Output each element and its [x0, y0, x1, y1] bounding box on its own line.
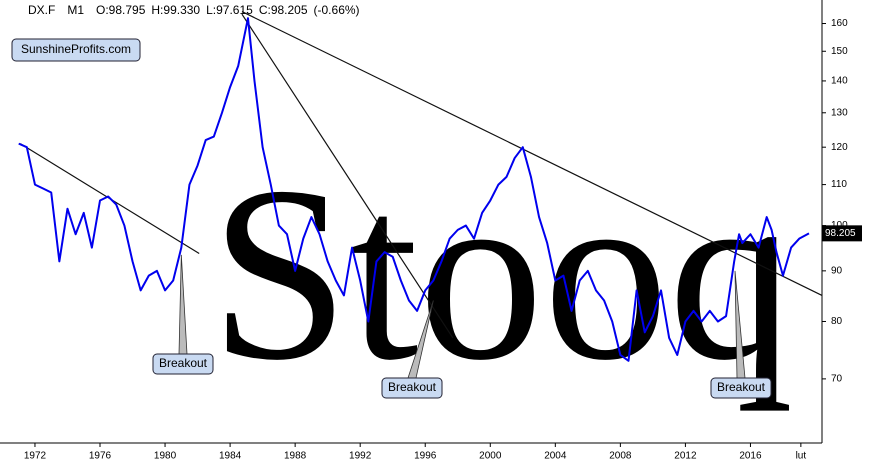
y-tick-label: 160	[831, 18, 848, 29]
x-tick-label: 2012	[674, 451, 697, 462]
header-item: O:98.795	[96, 3, 146, 17]
badge-box	[11, 38, 141, 62]
y-tick-label: 140	[831, 76, 848, 87]
x-tick-label: 1992	[349, 451, 372, 462]
y-tick-label: 130	[831, 107, 848, 118]
callout-label: Breakout	[717, 380, 766, 394]
last-value-label: 98.205	[825, 228, 856, 239]
callout-box	[381, 377, 443, 399]
header-item: L:97.615	[206, 3, 253, 17]
callout-box	[152, 353, 214, 375]
y-tick-label: 80	[831, 316, 843, 327]
callout-label: Breakout	[388, 380, 437, 394]
x-tick-label: 1972	[24, 451, 47, 462]
x-tick-label: 2016	[739, 451, 762, 462]
y-tick-label: 150	[831, 46, 848, 57]
header-item: H:99.330	[151, 3, 200, 17]
x-tick-label: 1984	[219, 451, 242, 462]
y-tick-label: 120	[831, 142, 848, 153]
x-tick-label: 1996	[414, 451, 437, 462]
x-tick-label: 2008	[609, 451, 632, 462]
price-line	[18, 17, 810, 362]
x-tick-label: 1988	[284, 451, 307, 462]
y-tick-label: 110	[831, 179, 847, 190]
y-tick-label: 70	[831, 374, 843, 385]
trendline	[241, 13, 454, 339]
header-item: DX.F	[28, 3, 55, 17]
callout-label: Breakout	[159, 356, 208, 370]
watermark: Stooq	[210, 135, 794, 412]
x-tick-label: 2000	[479, 451, 502, 462]
callout-pointer	[178, 254, 188, 355]
badge: SunshineProfits.com	[21, 42, 131, 56]
y-tick-label: 90	[831, 265, 843, 276]
x-tick-label: 1980	[154, 451, 177, 462]
x-tick-label: 1976	[89, 451, 112, 462]
x-tick-label: 2004	[544, 451, 567, 462]
last-value-tag	[822, 225, 862, 242]
header-item: M1	[67, 3, 84, 17]
header-item: C:98.205	[259, 3, 308, 17]
callout-box	[710, 377, 772, 399]
trendline	[241, 11, 823, 296]
x-tick-label: lut	[796, 451, 807, 462]
header-item: (-0.66%)	[314, 3, 360, 17]
